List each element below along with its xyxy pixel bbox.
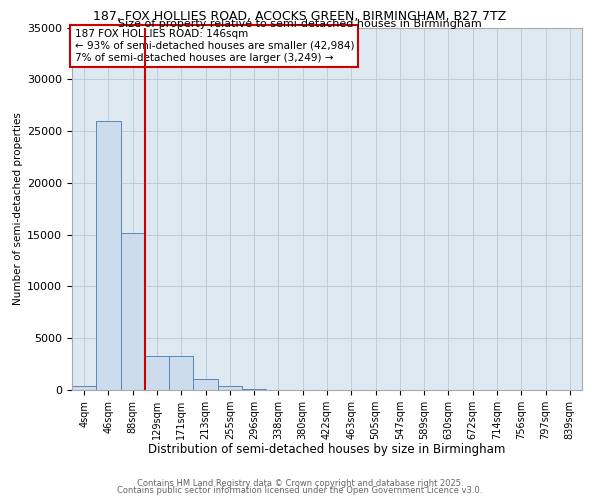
Bar: [96, 120, 121, 390]
Y-axis label: Number of semi-detached properties: Number of semi-detached properties: [13, 112, 23, 305]
Text: Contains HM Land Registry data © Crown copyright and database right 2025.: Contains HM Land Registry data © Crown c…: [137, 478, 463, 488]
Bar: [121, 232, 145, 390]
Bar: [169, 356, 193, 390]
Bar: [218, 386, 242, 390]
Text: Size of property relative to semi-detached houses in Birmingham: Size of property relative to semi-detach…: [118, 19, 482, 29]
Text: 187, FOX HOLLIES ROAD, ACOCKS GREEN, BIRMINGHAM, B27 7TZ: 187, FOX HOLLIES ROAD, ACOCKS GREEN, BIR…: [94, 10, 506, 23]
Bar: [193, 378, 218, 390]
Bar: [72, 386, 96, 390]
Bar: [242, 388, 266, 390]
Bar: [145, 356, 169, 390]
Text: Contains public sector information licensed under the Open Government Licence v3: Contains public sector information licen…: [118, 486, 482, 495]
X-axis label: Distribution of semi-detached houses by size in Birmingham: Distribution of semi-detached houses by …: [148, 444, 506, 456]
Text: 187 FOX HOLLIES ROAD: 146sqm
← 93% of semi-detached houses are smaller (42,984)
: 187 FOX HOLLIES ROAD: 146sqm ← 93% of se…: [74, 30, 354, 62]
